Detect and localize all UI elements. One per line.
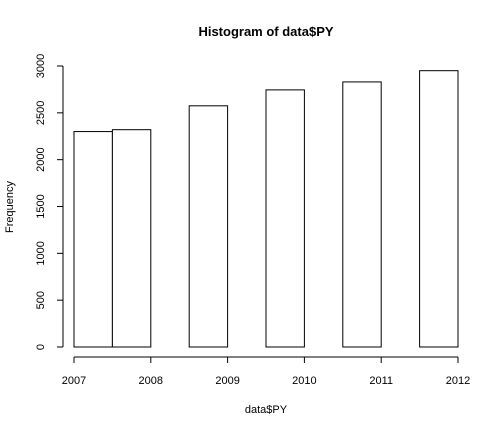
histogram-bar: [73, 131, 113, 348]
y-axis-label: Frequency: [4, 181, 16, 233]
y-tick-label: 3000: [35, 54, 47, 78]
y-tick-label: 1500: [35, 194, 47, 218]
x-axis-label: data$PY: [245, 404, 288, 416]
histogram-bar: [111, 129, 152, 348]
x-axis: 2007 2008 2009 2010 2011 2012: [62, 356, 470, 387]
histogram-bar: [265, 89, 305, 348]
x-tick-label: 2010: [292, 375, 316, 387]
y-axis: 0 500 1000 1500 2000 2500 3000: [35, 54, 64, 350]
y-tick-label: 0: [35, 344, 47, 350]
chart-title: Histogram of data$PY: [198, 24, 333, 39]
y-tick-label: 1000: [35, 241, 47, 265]
x-tick-label: 2008: [139, 375, 163, 387]
x-tick-label: 2007: [62, 375, 86, 387]
histogram-bar: [419, 70, 459, 348]
histogram-bar: [342, 81, 382, 348]
x-tick-label: 2009: [215, 375, 239, 387]
bars-group: [73, 70, 459, 348]
y-tick-label: 2000: [35, 147, 47, 171]
y-tick-label: 500: [35, 291, 47, 309]
histogram-bar: [188, 105, 229, 348]
y-tick-label: 2500: [35, 101, 47, 125]
x-tick-label: 2011: [369, 375, 393, 387]
x-tick-label: 2012: [446, 375, 470, 387]
